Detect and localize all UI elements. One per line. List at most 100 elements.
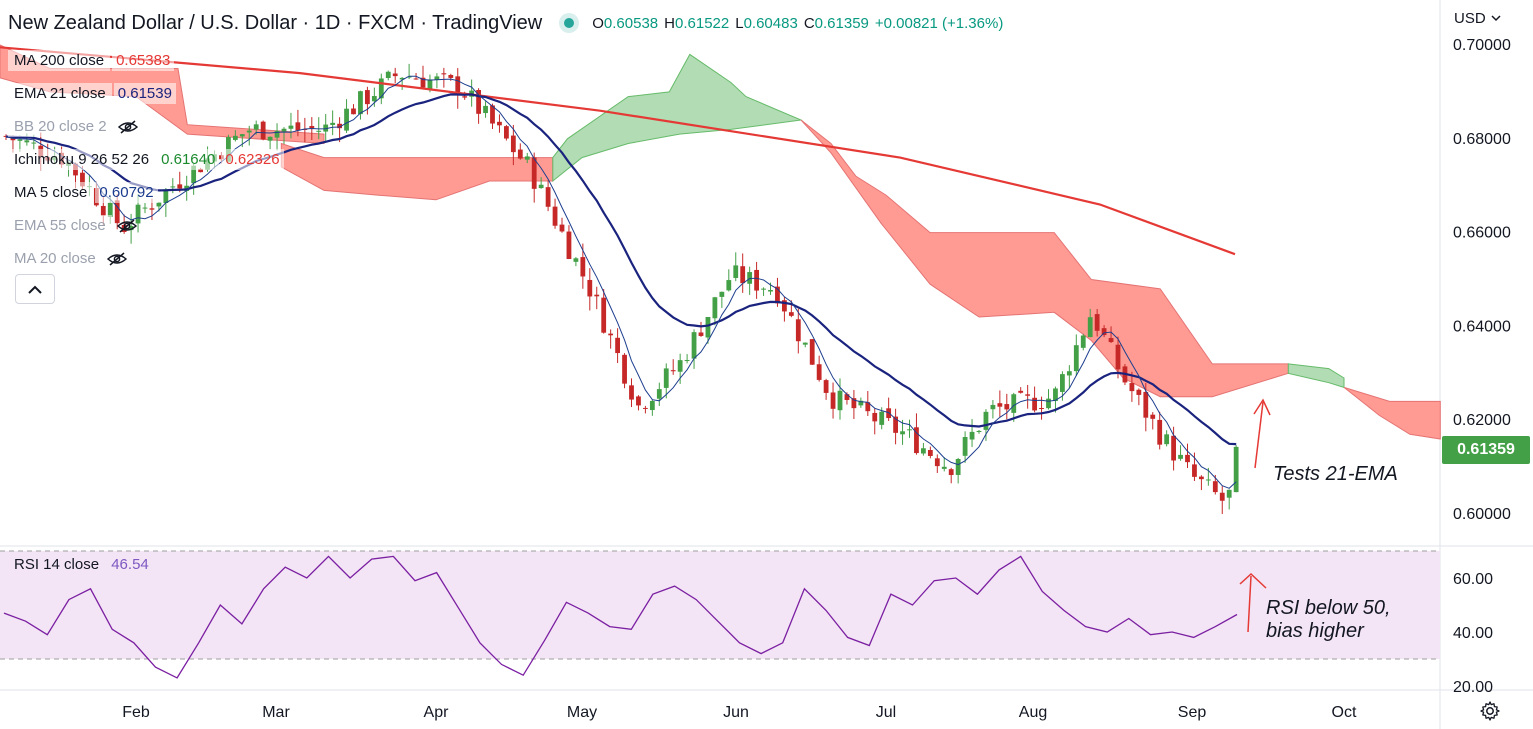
indicator-legend: MA 200 close 0.65383 EMA 21 close 0.61539 BB… xyxy=(8,44,284,275)
candle-down xyxy=(1199,476,1204,480)
candle-down xyxy=(670,370,676,372)
candle-down xyxy=(851,398,857,409)
candle-down xyxy=(198,168,203,173)
candle-up xyxy=(330,122,336,125)
hidden-eye-icon[interactable] xyxy=(116,218,138,234)
time-axis-tick: Sep xyxy=(1178,704,1207,721)
candle-down xyxy=(927,449,933,456)
candle-up xyxy=(649,400,655,411)
candle-down xyxy=(1143,391,1149,418)
candle-down xyxy=(566,231,572,260)
candle-up xyxy=(726,280,732,291)
candle-down xyxy=(844,394,850,400)
candle-up xyxy=(274,130,280,138)
candle-down xyxy=(559,224,565,232)
candle-up xyxy=(990,404,996,410)
candle-down xyxy=(914,427,919,454)
candle-down xyxy=(1171,435,1176,461)
indicator-row[interactable]: BB 20 close 2 xyxy=(8,110,284,143)
ohlc-high: H0.61522 xyxy=(664,14,730,32)
candle-up xyxy=(288,125,294,129)
currency-label: USD xyxy=(1454,10,1486,27)
indicator-row[interactable]: EMA 21 close 0.61539 xyxy=(8,77,284,110)
indicator-name: EMA 21 close xyxy=(8,83,112,104)
candle-down xyxy=(601,297,607,333)
candle-up xyxy=(191,165,197,184)
candle-down xyxy=(698,332,704,336)
candle-up xyxy=(483,105,488,114)
indicator-name: BB 20 close 2 xyxy=(8,116,113,137)
candle-up xyxy=(17,139,23,141)
ichimoku-cloud-bearish xyxy=(280,142,554,201)
candle-up xyxy=(962,437,968,456)
candle-down xyxy=(1129,383,1135,392)
price-annotation: Tests 21-EMA xyxy=(1273,463,1398,485)
candle-down xyxy=(1094,314,1100,331)
collapse-legend-button[interactable] xyxy=(15,274,55,304)
candle-down xyxy=(114,200,120,224)
candle-down xyxy=(531,157,537,189)
candle-down xyxy=(788,312,794,316)
candle-up xyxy=(1066,371,1072,376)
candle-up xyxy=(747,272,753,284)
price-axis-tick: 0.62000 xyxy=(1453,412,1511,429)
time-axis-tick: Jun xyxy=(723,704,749,721)
ohlc-low: L0.60483 xyxy=(735,14,798,32)
last-price-label: 0.61359 xyxy=(1442,436,1530,464)
candle-up xyxy=(684,359,690,361)
candle-down xyxy=(1108,337,1114,343)
candle-up xyxy=(371,96,377,102)
candle-down xyxy=(455,76,461,96)
ema21-line xyxy=(5,93,1237,446)
candle-down xyxy=(608,333,614,336)
candle-up xyxy=(358,91,363,115)
candle-down xyxy=(510,135,516,153)
candle-up xyxy=(921,448,926,454)
hidden-eye-icon[interactable] xyxy=(106,251,128,267)
candle-up xyxy=(142,207,148,209)
candle-down xyxy=(295,122,301,131)
candle-down xyxy=(580,257,586,277)
candle-up xyxy=(24,140,30,143)
indicator-row[interactable]: Ichimoku 9 26 52 26 0.61640 0.62326 xyxy=(8,143,284,176)
candle-down xyxy=(830,392,836,409)
candle-up xyxy=(663,368,669,388)
rsi-legend-value: 46.54 xyxy=(111,556,149,573)
price-axis-tick: 0.64000 xyxy=(1453,318,1511,335)
indicator-row[interactable]: MA 5 close 0.60792 xyxy=(8,176,284,209)
candle-up xyxy=(768,289,773,292)
candle-down xyxy=(1219,492,1225,501)
settings-gear-icon[interactable] xyxy=(1478,699,1502,723)
candle-up xyxy=(1073,345,1079,372)
hidden-eye-icon[interactable] xyxy=(117,119,139,135)
rsi-legend[interactable]: RSI 14 close 46.54 xyxy=(8,556,149,573)
candle-up xyxy=(281,128,287,132)
candle-up xyxy=(955,459,961,475)
indicator-row[interactable]: MA 200 close 0.65383 xyxy=(8,44,284,77)
candle-up xyxy=(761,288,766,290)
symbol-title[interactable]: New Zealand Dollar / U.S. Dollar · 1D · … xyxy=(8,11,543,34)
candle-down xyxy=(1039,408,1044,410)
candle-up xyxy=(253,124,259,130)
candle-up xyxy=(267,136,273,141)
candle-up xyxy=(378,78,384,99)
candle-down xyxy=(782,300,787,312)
indicator-value-secondary: 0.62326 xyxy=(221,149,284,170)
ohlc-close: C0.61359 xyxy=(803,14,869,32)
indicator-name: MA 5 close xyxy=(8,182,94,203)
rsi-annotation-line2: bias higher xyxy=(1266,620,1364,642)
candle-down xyxy=(865,402,871,412)
candle-up xyxy=(434,76,440,80)
indicator-row[interactable]: MA 20 close xyxy=(8,242,284,275)
currency-selector[interactable]: USD xyxy=(1454,10,1501,27)
candle-down xyxy=(622,354,627,384)
chevron-down-icon xyxy=(1491,15,1501,22)
candle-down xyxy=(629,385,634,400)
candle-up xyxy=(1080,335,1086,348)
rsi-axis-tick: 20.00 xyxy=(1453,679,1493,696)
rsi-line xyxy=(3,555,1238,679)
indicator-row[interactable]: EMA 55 close xyxy=(8,209,284,242)
candle-up xyxy=(733,265,739,278)
